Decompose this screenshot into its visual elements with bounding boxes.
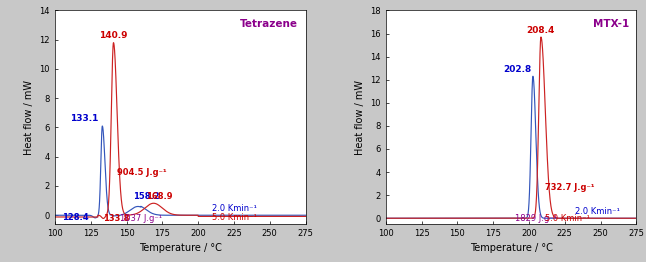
Y-axis label: Heat flow / mW: Heat flow / mW <box>355 80 364 155</box>
Text: 133.8: 133.8 <box>103 214 129 223</box>
Text: 140.9: 140.9 <box>99 31 128 40</box>
X-axis label: Temperature / °C: Temperature / °C <box>470 243 552 253</box>
Text: 202.8: 202.8 <box>503 65 531 74</box>
Text: 5.0 Kmin⁻¹: 5.0 Kmin⁻¹ <box>213 213 257 222</box>
Text: 208.4: 208.4 <box>526 26 555 35</box>
Text: Tetrazene: Tetrazene <box>240 19 298 29</box>
Text: 133.1: 133.1 <box>70 114 99 123</box>
Y-axis label: Heat flow / mW: Heat flow / mW <box>24 80 34 155</box>
Text: MTX-1: MTX-1 <box>592 19 629 29</box>
Text: 1037 J.g⁻¹: 1037 J.g⁻¹ <box>120 214 162 223</box>
X-axis label: Temperature / °C: Temperature / °C <box>139 243 222 253</box>
Text: 168.9: 168.9 <box>146 192 172 201</box>
Text: 5.0 Kmin⁻¹: 5.0 Kmin⁻¹ <box>545 214 590 223</box>
Text: 732.7 J.g⁻¹: 732.7 J.g⁻¹ <box>545 183 595 192</box>
Text: 158.2: 158.2 <box>133 192 160 201</box>
Text: 2.0 Kmin⁻¹: 2.0 Kmin⁻¹ <box>213 204 257 212</box>
Text: 904.5 J.g⁻¹: 904.5 J.g⁻¹ <box>117 168 167 177</box>
Text: 1829 J.g⁻¹: 1829 J.g⁻¹ <box>515 214 557 223</box>
Text: 2.0 Kmin⁻¹: 2.0 Kmin⁻¹ <box>575 207 620 216</box>
Text: 128.4: 128.4 <box>62 213 89 222</box>
